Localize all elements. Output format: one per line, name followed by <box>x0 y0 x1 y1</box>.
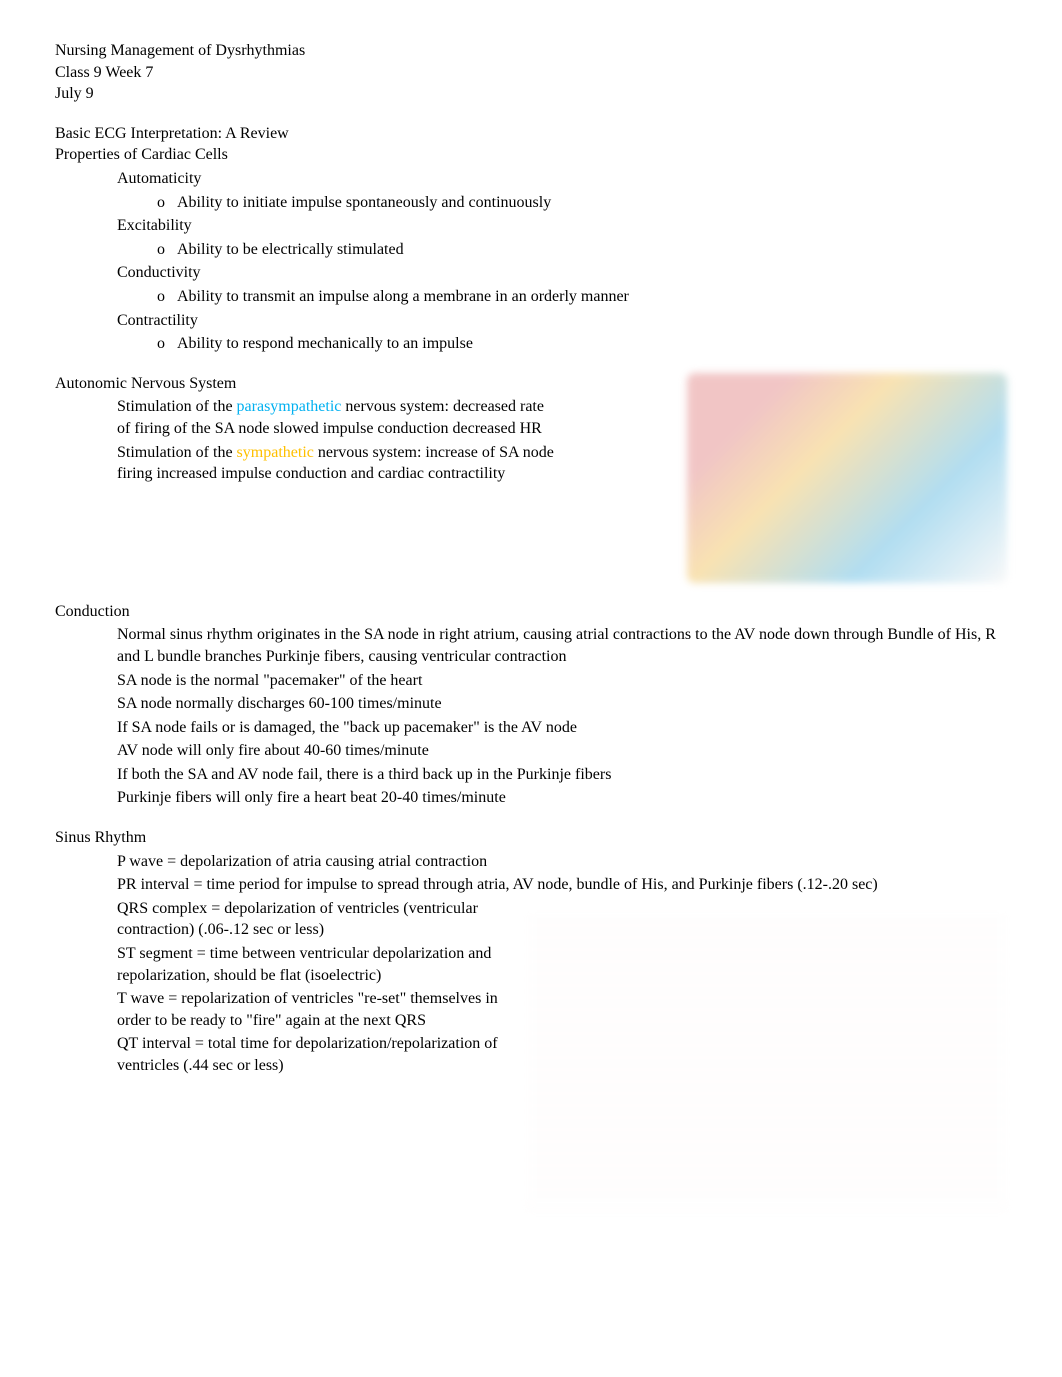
text-run: slowed impulse conduction <box>273 420 452 437</box>
list-item: ST segment = time between ventricular de… <box>95 943 555 986</box>
heart-diagram-image <box>687 373 1007 583</box>
sub-bullet-icon: o <box>157 333 165 355</box>
item-text: ST segment = time between ventricular de… <box>117 945 491 984</box>
list-item: Automaticity o Ability to initiate impul… <box>95 168 1007 213</box>
sub-item: o Ability to be electrically stimulated <box>157 239 1007 261</box>
list-item: SA node normally discharges 60-100 times… <box>95 693 1007 715</box>
list-item: T wave = repolarization of ventricles "r… <box>95 988 555 1031</box>
list-item: If both the SA and AV node fail, there i… <box>95 764 1007 786</box>
sub-item-text: Ability to be electrically stimulated <box>177 241 404 258</box>
section-heading: Conduction <box>55 601 1007 623</box>
doc-title: Nursing Management of Dysrhythmias <box>55 40 1007 62</box>
item-text: If SA node fails or is damaged, the "bac… <box>117 719 577 736</box>
sub-item: o Ability to transmit an impulse along a… <box>157 286 1007 308</box>
ecg-waveform-image <box>527 908 1007 1208</box>
item-text: PR interval = time period for impulse to… <box>117 876 878 893</box>
item-label: Contractility <box>117 312 198 329</box>
sub-bullet-icon: o <box>157 239 165 261</box>
list-item: Conductivity o Ability to transmit an im… <box>95 262 1007 307</box>
item-text: SA node is the normal "pacemaker" of the… <box>117 672 422 689</box>
sinus-rhythm-list: P wave = depolarization of atria causing… <box>55 851 1007 896</box>
list-item: PR interval = time period for impulse to… <box>95 874 1007 896</box>
text-run: Stimulation of the <box>117 444 237 461</box>
text-run: increased impulse conduction and cardiac… <box>153 465 506 482</box>
ans-list: Stimulation of the parasympathetic nervo… <box>55 396 555 484</box>
doc-subtitle: Class 9 Week 7 <box>55 62 1007 84</box>
sub-item-text: Ability to transmit an impulse along a m… <box>177 288 629 305</box>
sympathetic-text: sympathetic <box>237 444 314 461</box>
properties-list: Automaticity o Ability to initiate impul… <box>55 168 1007 355</box>
item-text: SA node normally discharges 60-100 times… <box>117 695 442 712</box>
text-run: Normal sinus rhythm originates in the SA… <box>117 626 695 643</box>
section-heading: Sinus Rhythm <box>55 827 1007 849</box>
item-text: P wave = depolarization of atria causing… <box>117 853 487 870</box>
list-item: Purkinje fibers will only fire a heart b… <box>95 787 1007 809</box>
conduction-list: Normal sinus rhythm originates in the SA… <box>55 624 1007 809</box>
sub-item: o Ability to initiate impulse spontaneou… <box>157 192 1007 214</box>
sub-item-text: Ability to respond mechanically to an im… <box>177 335 473 352</box>
list-item: If SA node fails or is damaged, the "bac… <box>95 717 1007 739</box>
item-label: Excitability <box>117 217 192 234</box>
doc-date: July 9 <box>55 83 1007 105</box>
list-item: P wave = depolarization of atria causing… <box>95 851 1007 873</box>
list-item: Excitability o Ability to be electricall… <box>95 215 1007 260</box>
text-run: decreased HR <box>453 420 542 437</box>
item-text: If both the SA and AV node fail, there i… <box>117 766 611 783</box>
text-run: Stimulation of the <box>117 398 237 415</box>
list-item: Normal sinus rhythm originates in the SA… <box>95 624 1007 667</box>
item-text: QRS complex = depolarization of ventricl… <box>117 900 478 939</box>
list-item: QRS complex = depolarization of ventricl… <box>95 898 555 941</box>
list-item: Contractility o Ability to respond mecha… <box>95 310 1007 355</box>
sub-item: o Ability to respond mechanically to an … <box>157 333 1007 355</box>
item-text: QT interval = total time for depolarizat… <box>117 1035 498 1074</box>
item-label: Automaticity <box>117 170 201 187</box>
list-item: Stimulation of the parasympathetic nervo… <box>95 396 555 439</box>
sinus-rhythm-list-cont: QRS complex = depolarization of ventricl… <box>55 898 555 1077</box>
list-item: Stimulation of the sympathetic nervous s… <box>95 442 555 485</box>
item-text: Purkinje fibers will only fire a heart b… <box>117 789 506 806</box>
parasympathetic-text: parasympathetic <box>237 398 342 415</box>
sub-bullet-icon: o <box>157 192 165 214</box>
text-run: Purkinje fibers, causing ventricular con… <box>262 648 567 665</box>
text-run: to the AV node <box>695 626 794 643</box>
item-label: Conductivity <box>117 264 201 281</box>
section-subheading: Properties of Cardiac Cells <box>55 144 1007 166</box>
sub-item-text: Ability to initiate impulse spontaneousl… <box>177 194 551 211</box>
list-item: QT interval = total time for depolarizat… <box>95 1033 555 1076</box>
section-heading: Basic ECG Interpretation: A Review <box>55 123 1007 145</box>
list-item: SA node is the normal "pacemaker" of the… <box>95 670 1007 692</box>
list-item: AV node will only fire about 40-60 times… <box>95 740 1007 762</box>
sub-bullet-icon: o <box>157 286 165 308</box>
text-run: T wave = repolarization of ventricles <box>117 990 354 1007</box>
item-text: AV node will only fire about 40-60 times… <box>117 742 429 759</box>
